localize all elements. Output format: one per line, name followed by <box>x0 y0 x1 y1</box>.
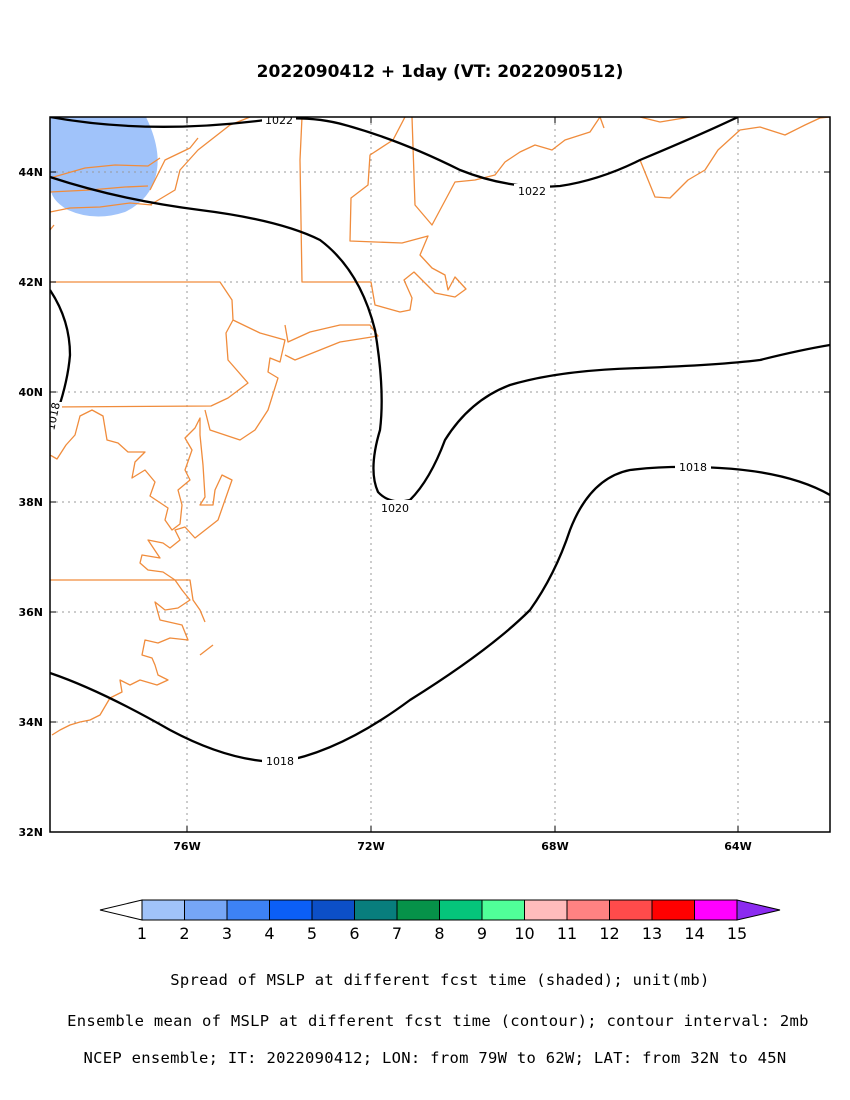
colorbar-label: 9 <box>477 924 487 943</box>
y-tick-32n: 32N <box>18 826 43 839</box>
colorbar-swatch <box>141 899 185 921</box>
colorbar-label: 14 <box>684 924 704 943</box>
y-tick-38n: 38N <box>18 496 43 509</box>
x-tick-labels: 76W 72W 68W 64W <box>173 840 751 853</box>
pressure-contours <box>50 117 830 764</box>
tick-marks <box>50 117 830 832</box>
colorbar-label: 8 <box>434 924 444 943</box>
contour-1022-west <box>50 117 739 188</box>
colorbar-label: 5 <box>307 924 317 943</box>
contour-label-1018-south: 1018 <box>266 755 294 768</box>
y-tick-40n: 40N <box>18 386 43 399</box>
colorbar-label: 1 <box>137 924 147 943</box>
contour-label-1020: 1020 <box>381 502 409 515</box>
y-tick-44n: 44N <box>18 166 43 179</box>
x-tick-72w: 72W <box>357 840 384 853</box>
colorbar-swatch <box>354 899 398 921</box>
colorbar-swatch <box>184 899 228 921</box>
colorbar-label: 10 <box>514 924 534 943</box>
contour-1018-west <box>50 289 72 426</box>
colorbar-label: 7 <box>392 924 402 943</box>
contour-label-1022-b: 1022 <box>518 185 546 198</box>
grid-lines <box>50 117 830 832</box>
colorbar-label: 11 <box>557 924 577 943</box>
colorbar: 1 2 3 4 5 6 7 8 9 10 11 12 13 14 15 <box>99 899 781 943</box>
colorbar-label: 3 <box>222 924 232 943</box>
colorbar-swatch <box>226 899 270 921</box>
y-tick-36n: 36N <box>18 606 43 619</box>
colorbar-arrow-high <box>736 899 781 921</box>
contour-label-1022-a: 1022 <box>265 114 293 127</box>
colorbar-label: 2 <box>179 924 189 943</box>
caption-spread: Spread of MSLP at different fcst time (s… <box>170 971 709 989</box>
y-tick-labels: 32N 34N 36N 38N 40N 42N 44N <box>18 166 43 839</box>
contour-label-1018-east: 1018 <box>679 461 707 474</box>
caption-ncep-info: NCEP ensemble; IT: 2022090412; LON: from… <box>83 1049 786 1067</box>
colorbar-label: 15 <box>727 924 747 943</box>
colorbar-swatch <box>651 899 695 921</box>
captions: Spread of MSLP at different fcst time (s… <box>67 971 809 1067</box>
colorbar-swatch <box>396 899 440 921</box>
colorbar-label: 6 <box>349 924 359 943</box>
colorbar-swatch <box>524 899 568 921</box>
colorbar-swatch <box>566 899 610 921</box>
colorbar-label: 4 <box>264 924 274 943</box>
colorbar-swatch <box>269 899 313 921</box>
colorbar-swatch <box>481 899 525 921</box>
contour-1020 <box>50 175 830 503</box>
colorbar-label: 13 <box>642 924 662 943</box>
x-tick-76w: 76W <box>173 840 200 853</box>
colorbar-swatch <box>694 899 738 921</box>
map-frame <box>49 116 831 833</box>
caption-ensemble-mean: Ensemble mean of MSLP at different fcst … <box>67 1012 809 1030</box>
map-area: 1022 1022 1020 1018 1018 1018 <box>18 114 831 853</box>
colorbar-swatch <box>609 899 653 921</box>
x-tick-68w: 68W <box>541 840 568 853</box>
shaded-spread-region <box>50 117 158 217</box>
contour-labels: 1022 1022 1020 1018 1018 1018 <box>50 114 711 768</box>
x-tick-64w: 64W <box>724 840 751 853</box>
chart-title: 2022090412 + 1day (VT: 2022090512) <box>257 62 624 82</box>
colorbar-swatch <box>439 899 483 921</box>
colorbar-arrow-low <box>99 899 143 921</box>
colorbar-label: 12 <box>599 924 619 943</box>
y-tick-42n: 42N <box>18 276 43 289</box>
colorbar-swatch <box>311 899 355 921</box>
coastlines-borders <box>50 117 830 736</box>
y-tick-34n: 34N <box>18 716 43 729</box>
